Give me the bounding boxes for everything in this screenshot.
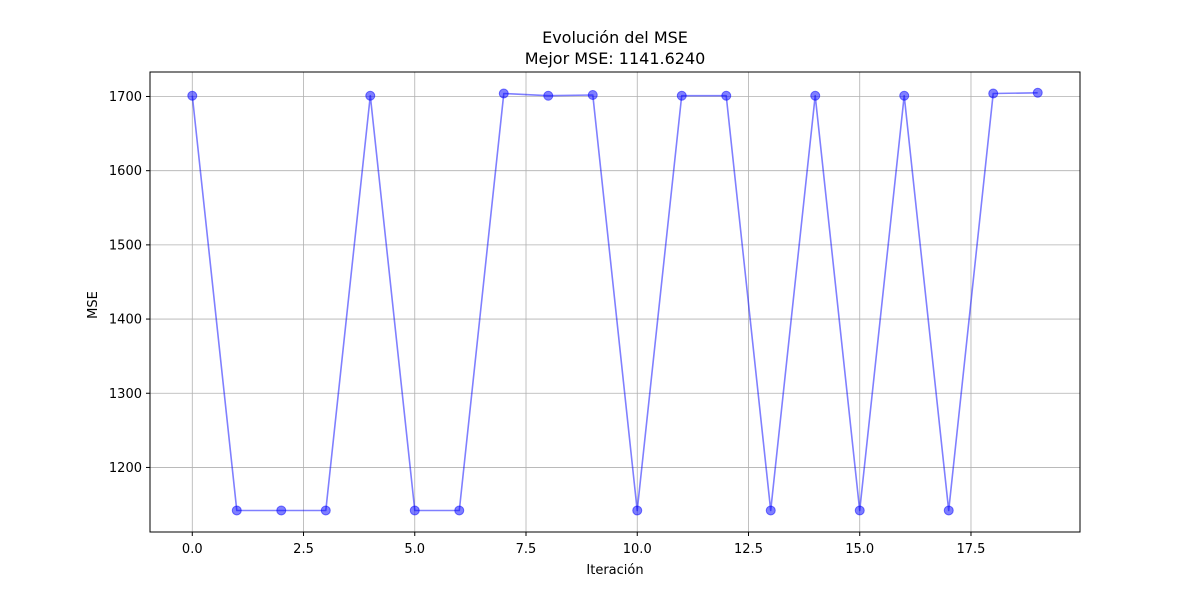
data-point [765, 505, 776, 516]
y-axis-label: MSE [86, 291, 101, 319]
data-point [854, 505, 865, 516]
y-tick-label: 1700 [109, 90, 142, 105]
data-point [943, 505, 954, 516]
data-point [320, 505, 331, 516]
chart-title: Evolución del MSE [542, 28, 688, 47]
data-point [276, 505, 287, 516]
x-axis: 0.0 2.5 5.0 7.5 10.0 12.5 15.0 17.5 [182, 532, 986, 557]
data-point [810, 90, 821, 101]
y-tick-label: 1600 [109, 164, 142, 179]
y-tick-label: 1300 [109, 387, 142, 402]
y-tick-label: 1400 [109, 313, 142, 328]
series-line [191, 92, 1038, 512]
data-point [899, 90, 910, 101]
x-tick-label: 12.5 [734, 542, 763, 557]
data-point [988, 88, 999, 99]
data-point [409, 505, 420, 516]
x-tick-label: 17.5 [957, 542, 986, 557]
data-point [1032, 87, 1043, 98]
x-tick-label: 7.5 [516, 542, 537, 557]
data-point [365, 90, 376, 101]
plot-frame [149, 71, 1081, 533]
chart-subtitle: Mejor MSE: 1141.6240 [525, 49, 706, 68]
data-point [231, 505, 242, 516]
x-tick-label: 10.0 [623, 542, 652, 557]
data-point [543, 90, 554, 101]
x-tick-label: 0.0 [182, 542, 203, 557]
x-tick-label: 5.0 [404, 542, 425, 557]
data-point [632, 505, 643, 516]
x-tick-label: 15.0 [845, 542, 874, 557]
data-point [187, 90, 198, 101]
y-axis: 1200 1300 1400 1500 1600 1700 [109, 90, 150, 476]
y-tick-label: 1200 [109, 461, 142, 476]
data-point [587, 90, 598, 100]
data-point [721, 90, 732, 101]
series-layer [187, 87, 1043, 516]
data-point [498, 88, 509, 99]
x-tick-label: 2.5 [293, 542, 314, 557]
data-point [676, 90, 687, 101]
y-tick-label: 1500 [109, 238, 142, 253]
data-point [454, 505, 465, 516]
x-axis-label: Iteración [586, 563, 643, 578]
